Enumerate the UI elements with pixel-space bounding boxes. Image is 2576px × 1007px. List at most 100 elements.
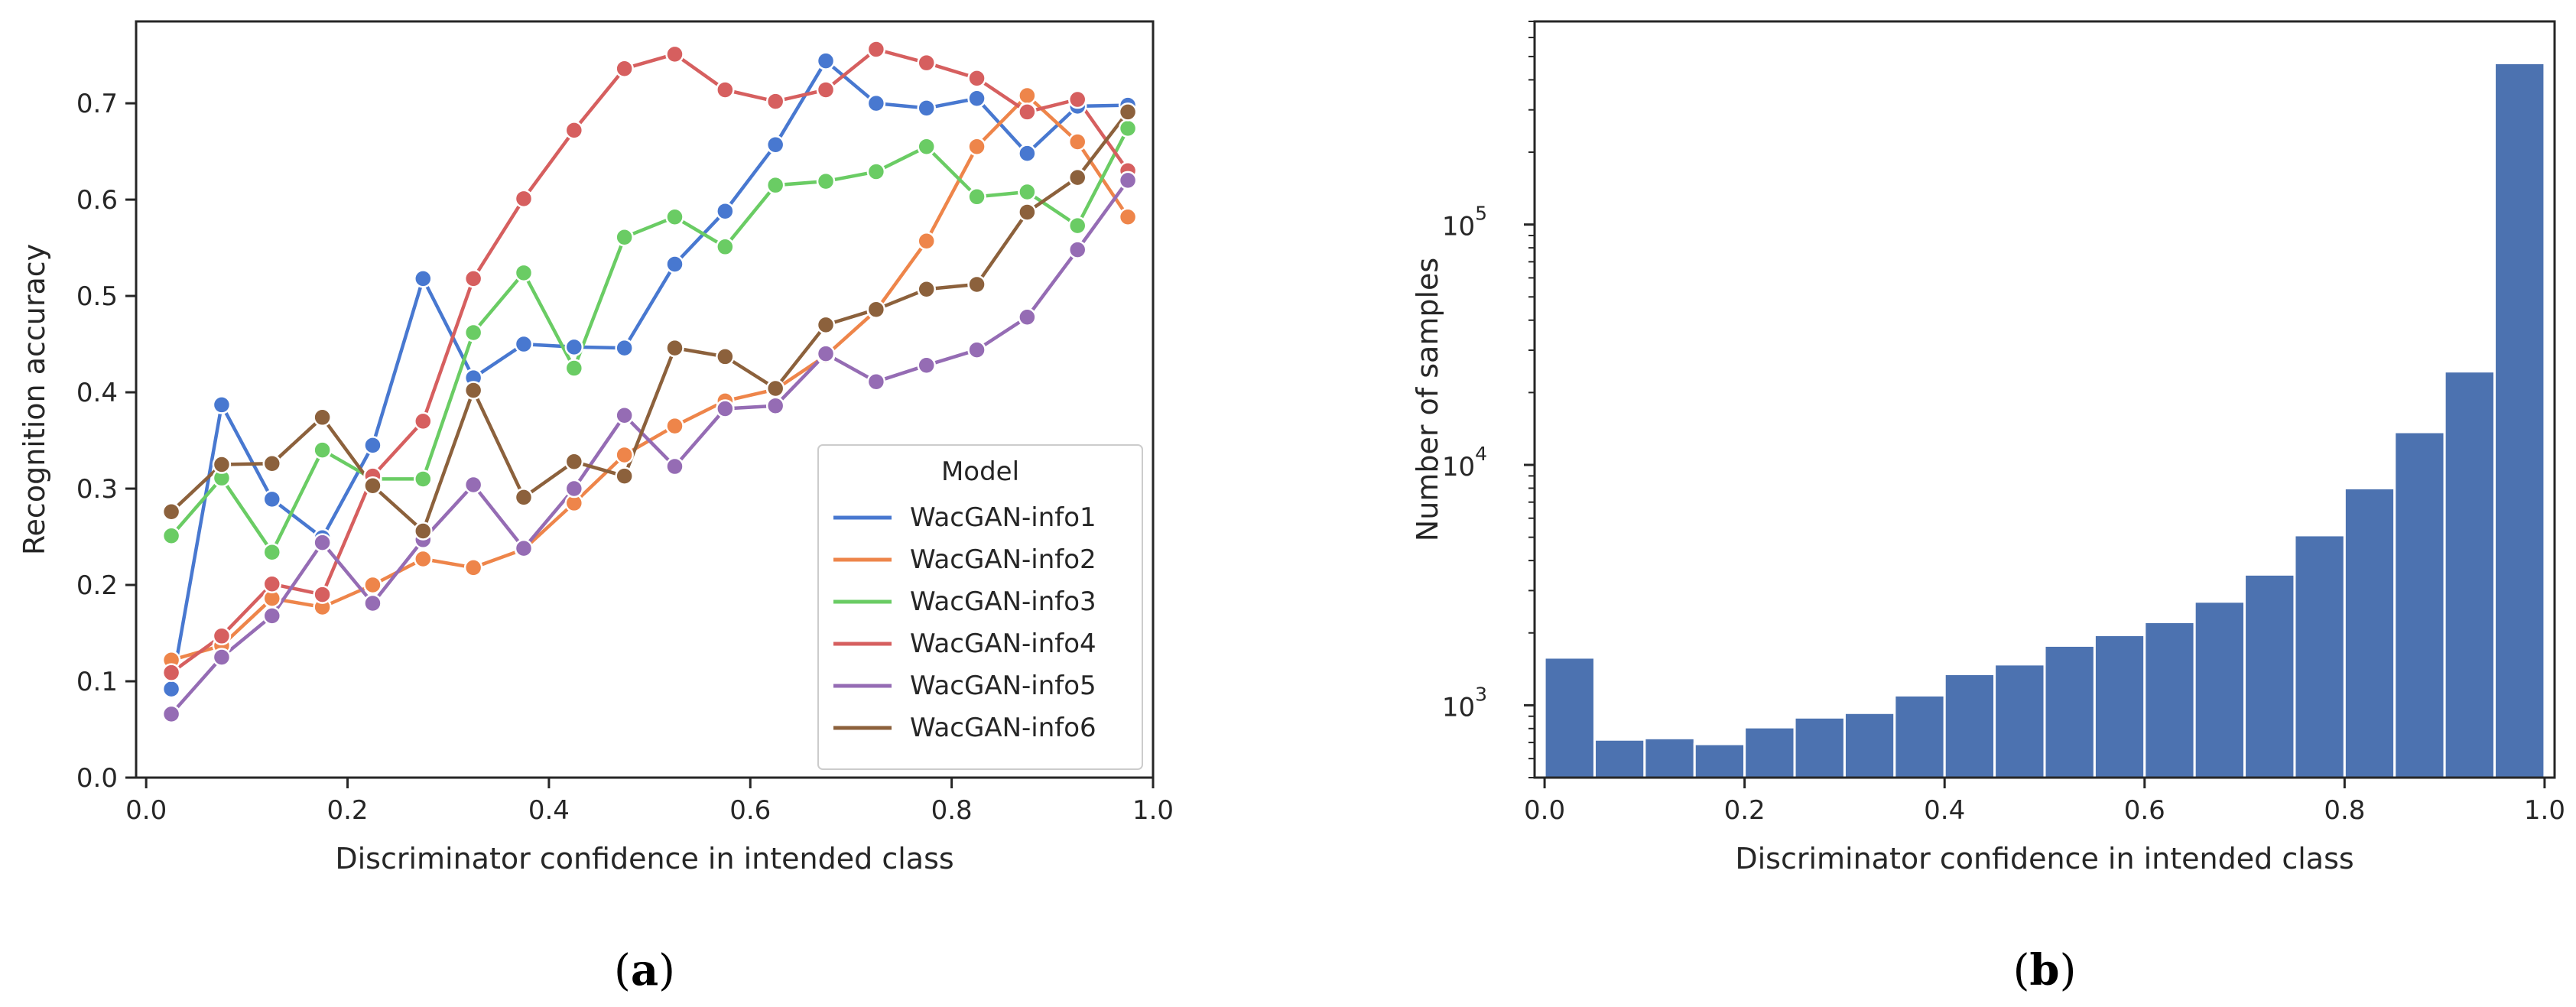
data-point (615, 466, 634, 486)
histogram-bar (1843, 711, 1896, 779)
x-tick-label: 1.0 (2524, 795, 2565, 826)
data-point (615, 338, 634, 358)
data-point (564, 337, 584, 357)
panel-a-series-markers (161, 40, 1138, 724)
legend-entry: WacGAN-info6 (910, 713, 1096, 743)
histogram-bar (2443, 370, 2496, 779)
data-point (917, 137, 936, 157)
data-point (363, 575, 382, 595)
data-point (665, 456, 684, 476)
data-point (463, 381, 483, 400)
histogram-bar (1643, 736, 1696, 779)
data-point (363, 436, 382, 455)
data-point (313, 533, 332, 552)
x-tick-label: 0.0 (125, 795, 167, 826)
histogram-bar (1893, 694, 1946, 779)
histogram-bar (2243, 573, 2296, 779)
data-point (917, 356, 936, 375)
panel-a-legend: Model WacGAN-info1 WacGAN-info2 WacGAN-inf… (817, 444, 1143, 770)
data-point (262, 542, 282, 562)
panel-a-axes-frame (135, 20, 1155, 779)
data-point (514, 488, 534, 507)
data-point (967, 137, 986, 157)
data-point (1118, 171, 1138, 190)
data-point (967, 274, 986, 294)
data-point (212, 395, 232, 414)
panel-a-caption-label: (a) (614, 945, 675, 996)
y-tick-label: 0.2 (76, 570, 118, 601)
x-tick-label: 1.0 (1132, 795, 1174, 826)
data-point (816, 80, 836, 99)
x-tick-label: 0.8 (931, 795, 973, 826)
data-point (313, 585, 332, 604)
panel-b-bars (1543, 61, 2546, 779)
y-tick-label: 0.5 (76, 281, 118, 312)
data-point (262, 489, 282, 509)
data-point (967, 340, 986, 359)
data-point (161, 502, 181, 521)
data-point (716, 80, 735, 99)
legend-entry: WacGAN-info4 (910, 629, 1096, 659)
y-tick-label: 0.7 (76, 89, 118, 119)
panel-a-x-axis-label: Discriminator confidence in intended cla… (335, 842, 953, 875)
data-point (615, 227, 634, 247)
data-point (262, 606, 282, 625)
data-point (866, 40, 886, 59)
data-point (1018, 144, 1037, 163)
data-point (716, 347, 735, 366)
panel-b-caption-label: (b) (2013, 945, 2077, 996)
panel-b-x-axis-label: Discriminator confidence in intended cla… (1735, 842, 2353, 875)
y-tick-label: 0.6 (76, 185, 118, 216)
legend-entry: WacGAN-info5 (910, 671, 1096, 701)
legend-entry: WacGAN-info2 (910, 544, 1096, 575)
data-point (1067, 216, 1087, 236)
legend-box (817, 444, 1143, 770)
histogram-bar (2293, 534, 2346, 779)
data-point (765, 135, 785, 154)
y-tick-label: 0.1 (76, 667, 118, 697)
y-tick-label: 0.3 (76, 474, 118, 505)
data-point (866, 162, 886, 181)
data-point (615, 445, 634, 465)
panel-b-histogram: 0.0 0.2 0.4 0.6 0.8 1.0 103 104 105 Discriminat… (1411, 20, 2565, 996)
data-point (917, 232, 936, 251)
data-point (564, 121, 584, 140)
data-point (716, 201, 735, 221)
x-tick-label: 0.8 (2324, 795, 2365, 826)
data-point (866, 372, 886, 391)
data-point (665, 44, 684, 64)
legend-entry: WacGAN-info3 (910, 586, 1096, 617)
data-point (564, 359, 584, 378)
data-point (161, 663, 181, 682)
data-point (414, 521, 433, 541)
data-point (1067, 132, 1087, 151)
data-point (463, 269, 483, 288)
panel-a-x-ticks: 0.0 0.2 0.4 0.6 0.8 1.0 (125, 778, 1174, 826)
y-tick-label: 105 (1442, 203, 1487, 242)
data-point (463, 323, 483, 343)
data-point (363, 593, 382, 613)
data-point (161, 679, 181, 699)
data-point (212, 626, 232, 646)
data-point (716, 399, 735, 418)
data-point (414, 411, 433, 431)
legend-entry: WacGAN-info1 (910, 502, 1096, 533)
y-tick-label: 0.4 (76, 378, 118, 408)
data-point (917, 279, 936, 299)
data-point (665, 338, 684, 358)
histogram-bar (2493, 61, 2546, 779)
panel-a-y-axis-label: Recognition accuracy (18, 244, 51, 555)
histogram-bar (2043, 644, 2096, 779)
data-point (262, 574, 282, 594)
histogram-bar (2093, 633, 2146, 779)
data-point (665, 255, 684, 274)
panel-b-y-axis-label: Number of samples (1411, 258, 1444, 541)
histogram-bar (1743, 726, 1796, 779)
data-point (967, 89, 986, 109)
histogram-bar (1793, 716, 1846, 779)
data-point (1018, 307, 1037, 327)
data-point (1018, 182, 1037, 202)
data-point (1067, 167, 1087, 187)
data-point (212, 455, 232, 474)
